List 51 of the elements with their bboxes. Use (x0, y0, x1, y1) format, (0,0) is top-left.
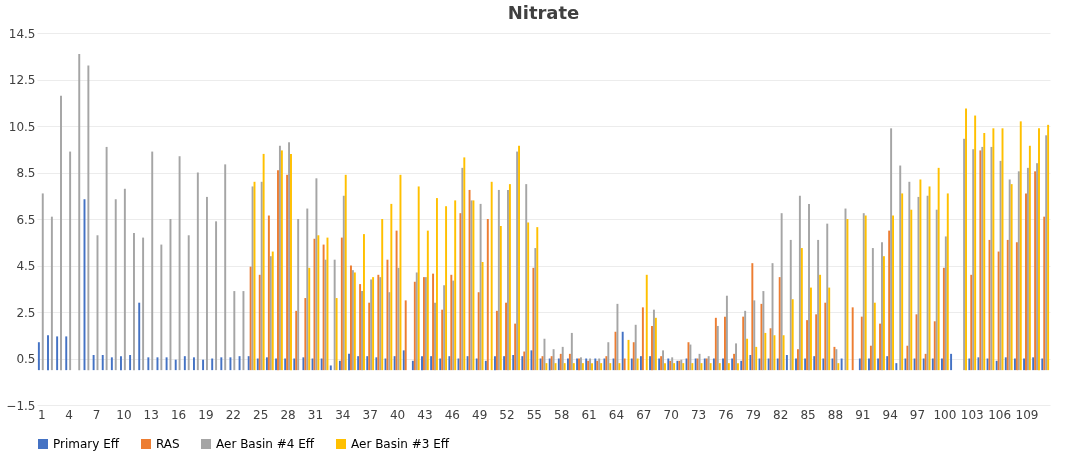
chart-title: Nitrate (507, 2, 580, 23)
y-tick-label: 4.5 (16, 259, 36, 273)
x-tick-label: 13 (143, 407, 159, 422)
x-tick-label: 34 (335, 407, 351, 422)
y-tick-label: 10.5 (8, 119, 36, 134)
x-tick-label: 109 (1015, 407, 1039, 422)
x-tick-label: 25 (253, 407, 269, 422)
x-tick-label: 88 (827, 407, 844, 422)
x-tick-label: 4 (65, 407, 73, 422)
x-tick-label: 52 (499, 407, 515, 422)
x-tick-label: 79 (745, 407, 761, 422)
x-tick-label: 37 (362, 407, 378, 422)
x-tick-label: 7 (92, 407, 101, 422)
x-tick-label: 10 (116, 407, 132, 422)
legend-label: Primary Eff (53, 437, 120, 451)
y-tick-label: 0.5 (16, 352, 36, 366)
y-tick-label: 14.5 (8, 26, 36, 41)
x-tick-label: 82 (773, 407, 789, 422)
x-tick-label: 76 (718, 407, 734, 422)
x-tick-label: 28 (280, 407, 296, 422)
x-tick-label: 100 (933, 407, 957, 422)
x-tick-label: 70 (663, 407, 679, 422)
x-tick-label: 64 (608, 407, 625, 422)
x-tick-label: 97 (909, 407, 926, 422)
x-tick-label: 46 (444, 407, 460, 422)
x-tick-label: 31 (307, 407, 324, 422)
y-tick-label: 6.5 (16, 212, 36, 227)
x-tick-label: 67 (636, 407, 652, 422)
x-tick-label: 43 (417, 407, 433, 422)
legend-label: RAS (156, 437, 180, 451)
x-tick-label: 19 (198, 407, 214, 422)
x-tick-label: 61 (581, 407, 597, 422)
x-tick-label: 40 (389, 407, 406, 422)
x-tick-label: 58 (554, 407, 570, 422)
y-tick-label: 2.5 (16, 305, 36, 320)
y-tick-label: −1.5 (6, 398, 36, 413)
legend-label: Aer Basin #3 Eff (351, 437, 450, 451)
x-tick-label: 22 (225, 407, 241, 422)
legend-label: Aer Basin #4 Eff (216, 437, 315, 451)
x-tick-label: 1 (37, 407, 46, 422)
x-tick-label: 73 (690, 407, 707, 422)
x-tick-label: 55 (526, 407, 543, 422)
x-tick-label: 85 (800, 407, 816, 422)
x-tick-label: 16 (170, 407, 187, 422)
x-tick-label: 49 (472, 407, 488, 422)
x-tick-label: 103 (960, 407, 984, 422)
y-tick-label: 8.5 (16, 166, 36, 180)
y-tick-label: 12.5 (8, 73, 36, 87)
x-tick-label: 91 (855, 407, 871, 422)
x-tick-label: 106 (988, 407, 1012, 422)
x-tick-label: 94 (882, 407, 898, 422)
